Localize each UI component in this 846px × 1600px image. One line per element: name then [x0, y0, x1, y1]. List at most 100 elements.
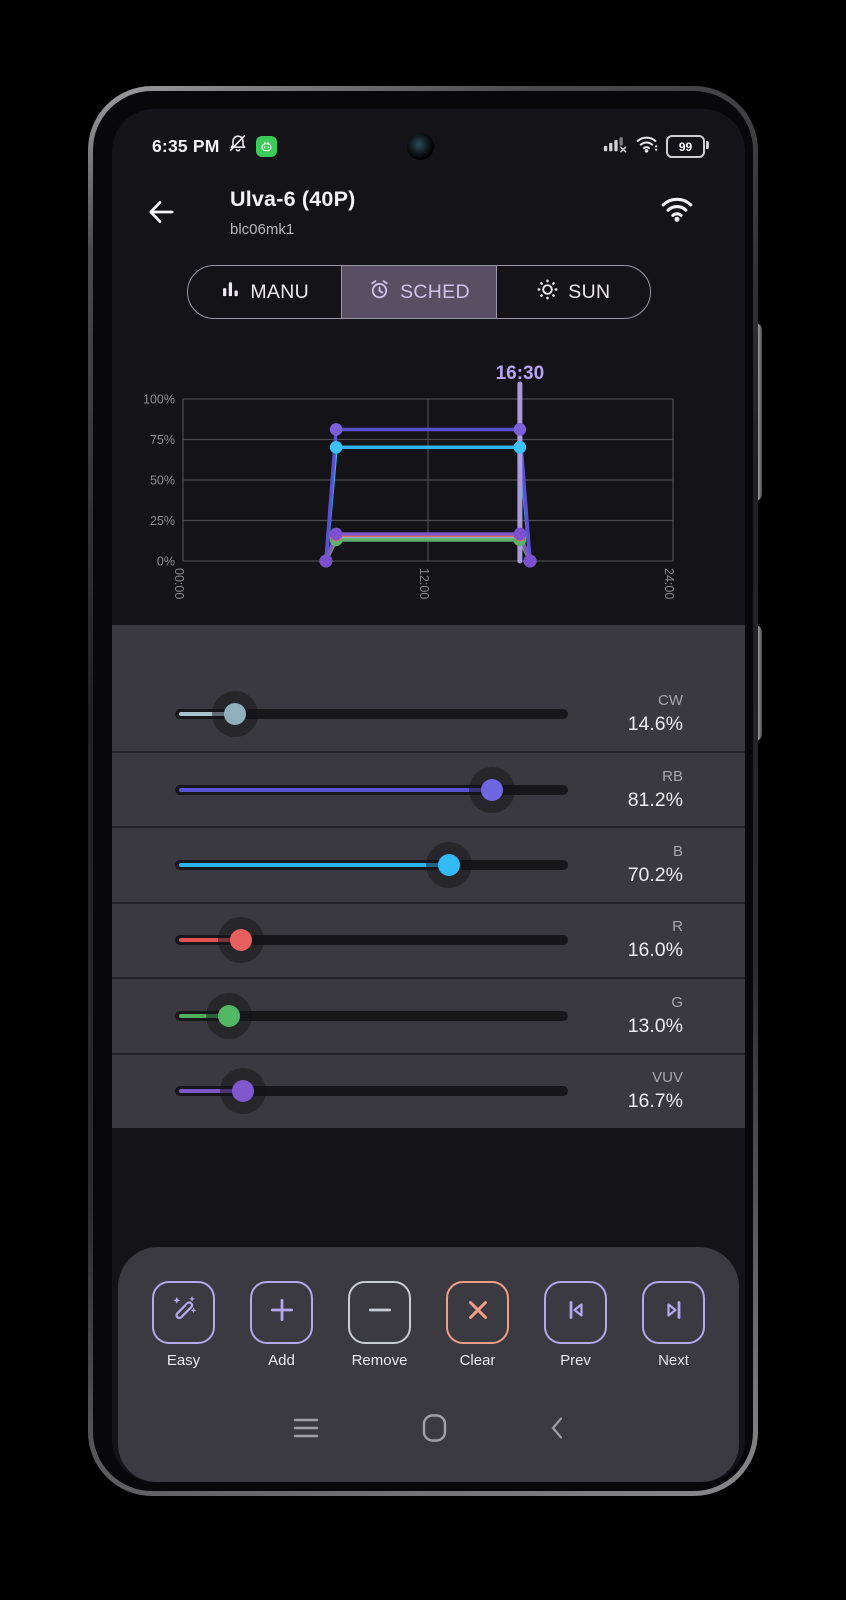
back-button[interactable]: [145, 196, 177, 228]
schedule-toolbar: Easy Add Remove Clear Prev Next: [118, 1247, 739, 1482]
slider-track[interactable]: [175, 1086, 568, 1097]
prev-button[interactable]: Prev: [544, 1281, 607, 1369]
channel-value: 70.2%: [627, 864, 683, 887]
slider-r[interactable]: [175, 917, 568, 964]
tab-sun[interactable]: SUN: [495, 266, 650, 318]
y-tick-label: 0%: [157, 555, 175, 569]
home-button[interactable]: [421, 1413, 448, 1448]
slider-thumb[interactable]: [438, 854, 461, 877]
android-nav-bar: [112, 1405, 745, 1455]
phone-bezel: 6:35 PM 99: [93, 91, 753, 1491]
alarm-icon: [368, 278, 391, 307]
add-button[interactable]: Add: [250, 1281, 313, 1369]
cursor-time-label: 16:30: [496, 363, 545, 384]
skip-prev-icon: [561, 1295, 591, 1330]
schedule-chart[interactable]: 100% 75% 50% 25% 0%00:00 12:00 24:00 16:30: [112, 355, 745, 619]
slider-thumb[interactable]: [232, 1080, 255, 1103]
tab-label: MANU: [250, 280, 309, 303]
slider-fill: [179, 787, 492, 792]
clock: 6:35 PM: [152, 136, 220, 156]
slider-row-cw: CW 14.6%: [112, 625, 745, 751]
y-tick-label: 75%: [150, 433, 175, 447]
slider-b[interactable]: [175, 842, 568, 889]
status-bar: 6:35 PM 99: [112, 131, 745, 167]
series-RB: [324, 427, 532, 562]
toolbar-button-label: Easy: [166, 1352, 201, 1369]
easy-button[interactable]: Easy: [152, 1281, 215, 1369]
clear-button[interactable]: Clear: [446, 1281, 509, 1369]
recents-button[interactable]: [291, 1415, 321, 1446]
slider-fill: [179, 1013, 230, 1018]
x-tick-label: 24:00: [662, 568, 676, 599]
sun-icon: [536, 278, 559, 307]
slider-row-r: R 16.0%: [112, 901, 745, 977]
mute-icon: [227, 133, 249, 160]
tab-manu[interactable]: MANU: [188, 266, 341, 318]
channel-value: 14.6%: [627, 712, 683, 735]
schedule-point: [319, 554, 333, 568]
battery-icon: 99: [666, 135, 709, 158]
mode-tab-bar: MANU SCHED SUN: [187, 265, 651, 319]
channel-slider-panel: CW 14.6% RB 81.2% B 70.2% R 16.0% G 13.0% VUV 16.7%: [112, 625, 745, 1128]
slider-thumb[interactable]: [480, 778, 503, 801]
wand-icon: [166, 1292, 202, 1333]
slider-row-rb: RB 81.2%: [112, 751, 745, 826]
slider-track[interactable]: [175, 708, 568, 719]
slider-rb[interactable]: [175, 766, 568, 813]
tab-label: SCHED: [400, 280, 470, 303]
slider-track[interactable]: [175, 935, 568, 946]
channel-value: 13.0%: [627, 1014, 683, 1037]
slider-thumb[interactable]: [224, 702, 247, 725]
channel-value: 16.7%: [627, 1090, 683, 1113]
series-VUV: [324, 532, 532, 562]
slider-fill: [179, 863, 450, 868]
slider-fill: [179, 938, 241, 943]
y-tick-label: 100%: [143, 393, 175, 407]
y-tick-label: 25%: [150, 514, 175, 528]
channel-value: 16.0%: [627, 939, 683, 962]
app-badge-icon: [255, 136, 277, 157]
x-tick-label: 00:00: [172, 568, 186, 599]
x-icon: [462, 1294, 494, 1331]
schedule-point: [329, 423, 343, 436]
next-button[interactable]: Next: [642, 1281, 705, 1369]
schedule-point: [513, 527, 527, 541]
channel-name: G: [671, 993, 683, 1011]
schedule-point: [523, 554, 537, 568]
wifi-icon: [635, 134, 659, 159]
toolbar-button-label: Clear: [459, 1352, 496, 1369]
slider-track[interactable]: [175, 1010, 568, 1021]
channel-name: R: [672, 918, 683, 936]
plus-icon: [266, 1294, 298, 1331]
slider-vuv[interactable]: [175, 1068, 568, 1115]
minus-icon: [364, 1294, 396, 1331]
schedule-point: [513, 423, 527, 436]
skip-next-icon: [659, 1295, 689, 1330]
channel-name: B: [672, 843, 683, 861]
toolbar-button-label: Next: [658, 1352, 689, 1369]
slider-cw[interactable]: [175, 690, 568, 737]
connection-wifi-icon[interactable]: [659, 194, 695, 224]
schedule-point: [329, 527, 343, 541]
remove-button[interactable]: Remove: [348, 1281, 411, 1369]
slider-thumb[interactable]: [229, 929, 252, 952]
toolbar-button-label: Add: [268, 1352, 295, 1369]
channel-name: CW: [658, 691, 683, 709]
slider-g[interactable]: [175, 992, 568, 1039]
nav-back-button[interactable]: [548, 1413, 566, 1448]
tab-sched[interactable]: SCHED: [341, 266, 496, 318]
channel-name: RB: [662, 767, 683, 785]
slider-thumb[interactable]: [218, 1004, 241, 1027]
x-tick-label: 12:00: [417, 568, 431, 599]
front-camera: [407, 133, 434, 160]
slider-row-b: B 70.2%: [112, 826, 745, 901]
toolbar-button-label: Remove: [351, 1352, 408, 1369]
device-title: Ulva-6 (40P): [230, 187, 356, 211]
channel-name: VUV: [652, 1069, 683, 1087]
slider-row-vuv: VUV 16.7%: [112, 1052, 745, 1128]
schedule-point: [329, 440, 343, 454]
phone-frame: 6:35 PM 99: [88, 86, 758, 1496]
slider-fill: [179, 711, 236, 716]
bar-chart-icon: [220, 279, 241, 306]
phone-screen: 6:35 PM 99: [112, 109, 745, 1482]
